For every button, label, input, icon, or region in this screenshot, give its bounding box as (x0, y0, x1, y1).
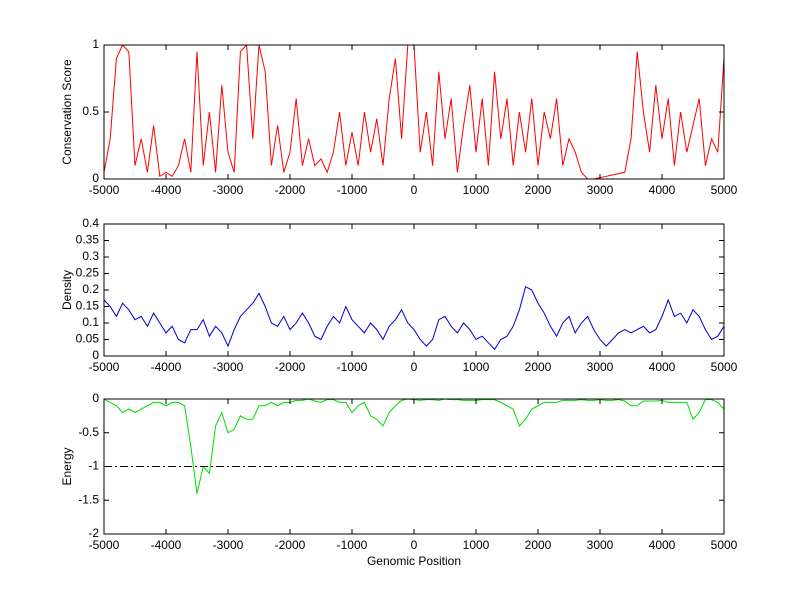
x-tick-label: 3000 (587, 538, 614, 552)
y-tick-label: 0 (92, 391, 99, 405)
x-axis-label: Genomic Position (367, 554, 461, 568)
y-tick-label: 0.3 (82, 249, 99, 263)
x-tick-label: 5000 (711, 538, 738, 552)
x-tick-label: 4000 (649, 538, 676, 552)
x-tick-label: -3000 (213, 538, 244, 552)
y-tick-label: -1 (88, 459, 99, 473)
y-tick-label: 0.35 (76, 233, 100, 247)
x-tick-label: -5000 (89, 538, 120, 552)
x-tick-label: 1000 (463, 538, 490, 552)
x-tick-label: -3000 (213, 360, 244, 374)
x-tick-label: 1000 (463, 360, 490, 374)
data-line (104, 285, 724, 351)
y-tick-label: 0 (92, 348, 99, 362)
x-tick-label: -5000 (89, 183, 120, 197)
y-axis-label: Conservation Score (60, 59, 74, 165)
y-tick-label: 0.5 (82, 104, 99, 118)
x-tick-label: -2000 (275, 360, 306, 374)
x-tick-label: 0 (411, 183, 418, 197)
y-tick-label: 0.15 (76, 299, 100, 313)
y-tick-label: 0.25 (76, 266, 100, 280)
plot-area (104, 224, 724, 356)
x-tick-label: 2000 (525, 538, 552, 552)
x-tick-label: 0 (411, 538, 418, 552)
y-tick-label: 0 (92, 171, 99, 185)
y-axis-label: Energy (60, 447, 74, 485)
x-tick-label: 5000 (711, 360, 738, 374)
x-tick-label: -1000 (337, 183, 368, 197)
x-tick-label: -4000 (151, 183, 182, 197)
x-tick-label: -1000 (337, 538, 368, 552)
x-tick-label: 2000 (525, 360, 552, 374)
x-tick-label: 3000 (587, 183, 614, 197)
x-tick-label: -3000 (213, 183, 244, 197)
y-tick-label: -0.5 (78, 425, 99, 439)
x-tick-label: 3000 (587, 360, 614, 374)
y-tick-label: 1 (92, 37, 99, 51)
y-axis-label: Density (60, 270, 74, 310)
y-tick-label: 0.05 (76, 332, 100, 346)
x-tick-label: 4000 (649, 183, 676, 197)
y-tick-label: -1.5 (78, 492, 99, 506)
y-tick-label: 0.1 (82, 315, 99, 329)
y-tick-label: 0.2 (82, 282, 99, 296)
x-tick-label: 1000 (463, 183, 490, 197)
data-line (104, 45, 724, 179)
y-tick-label: 0.4 (82, 216, 99, 230)
x-tick-label: -2000 (275, 538, 306, 552)
x-tick-label: -1000 (337, 360, 368, 374)
x-tick-label: -5000 (89, 360, 120, 374)
x-tick-label: -4000 (151, 538, 182, 552)
x-tick-label: 5000 (711, 183, 738, 197)
y-tick-label: -2 (88, 526, 99, 540)
plot-area (104, 45, 724, 179)
x-tick-label: 4000 (649, 360, 676, 374)
x-tick-label: -2000 (275, 183, 306, 197)
x-tick-label: 2000 (525, 183, 552, 197)
x-tick-label: -4000 (151, 360, 182, 374)
x-tick-label: 0 (411, 360, 418, 374)
